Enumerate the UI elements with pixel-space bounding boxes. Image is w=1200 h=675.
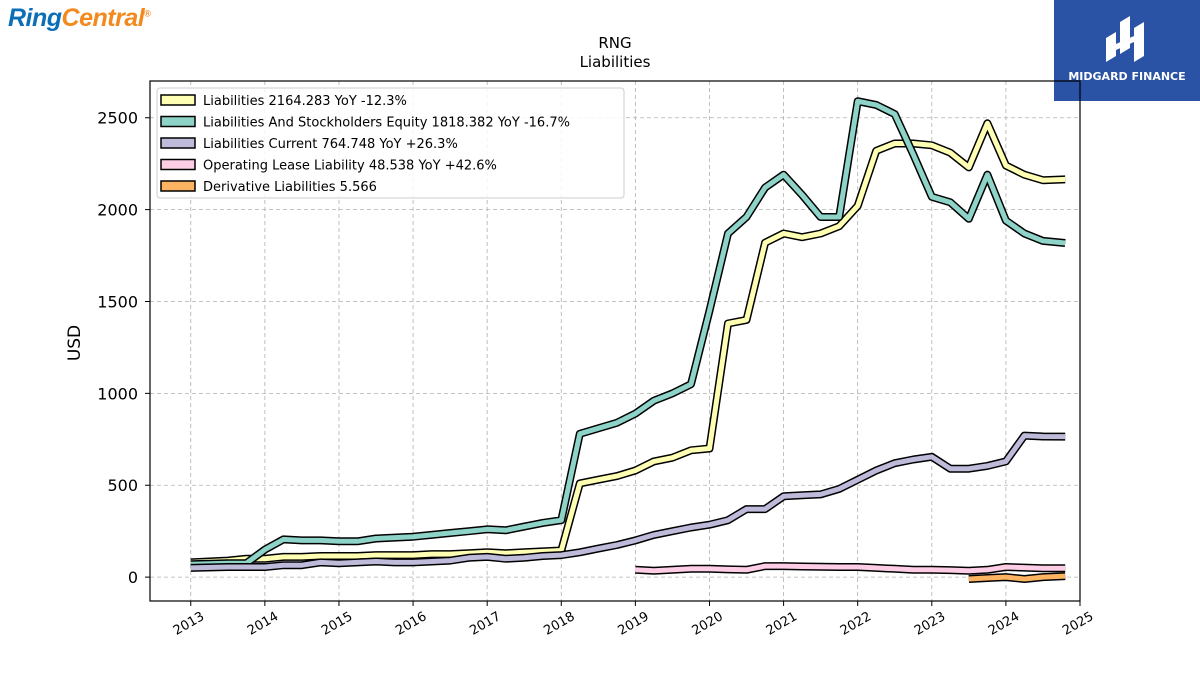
y-tick-label: 1000: [97, 384, 138, 403]
chart-subtitle: Liabilities: [580, 53, 651, 71]
series-line: [190, 98, 1066, 567]
x-tick-label: 2025: [1060, 609, 1096, 639]
x-tick-label: 2020: [690, 609, 726, 639]
y-tick-label: 2000: [97, 201, 138, 220]
x-tick-label: 2018: [541, 609, 577, 639]
series-line: [968, 573, 1066, 582]
x-tick-label: 2013: [171, 609, 207, 639]
chart-title: RNG: [598, 34, 631, 52]
x-tick-label: 2022: [838, 609, 874, 639]
midgard-m-icon: [1106, 16, 1144, 62]
legend-swatch: [160, 94, 196, 106]
legend-swatch: [160, 180, 196, 192]
legend-label: Liabilities Current 764.748 YoY +26.3%: [203, 137, 458, 152]
y-axis-label: USD: [65, 325, 85, 361]
x-tick-label: 2015: [319, 609, 355, 639]
y-tick-label: 2500: [97, 109, 138, 128]
badge-label: MIDGARD FINANCE: [1068, 70, 1186, 83]
plot-frame: [149, 80, 1081, 602]
series-line: [635, 563, 1066, 574]
brand-part-1: Ring: [8, 4, 62, 32]
x-tick-label: 2016: [393, 609, 429, 639]
registered-mark: ®: [144, 8, 151, 19]
midgard-finance-badge: MIDGARD FINANCE: [1054, 0, 1200, 101]
series-layer: [190, 97, 1066, 583]
x-tick-label: 2023: [912, 609, 948, 639]
brand-part-2: Central: [61, 4, 145, 32]
legend-swatch: [160, 158, 196, 171]
series-line: [190, 120, 1066, 565]
legend-label: Liabilities 2164.283 YoY -12.3%: [203, 94, 407, 109]
series-line: [190, 433, 1066, 571]
x-tick-label: 2014: [245, 609, 281, 639]
x-tick-label: 2019: [616, 609, 652, 639]
legend-swatch: [160, 137, 196, 149]
y-tick-label: 1500: [97, 292, 138, 311]
legend-label: Derivative Liabilities 5.566: [203, 180, 377, 195]
y-tick-label: 500: [107, 476, 138, 495]
legend-label: Operating Lease Liability 48.538 YoY +42…: [203, 159, 497, 174]
legend-label: Liabilities And Stockholders Equity 1818…: [203, 116, 570, 131]
y-tick-label: 0: [128, 568, 138, 587]
legend-swatch: [160, 115, 196, 128]
x-tick-label: 2017: [467, 609, 503, 639]
legend-box: [156, 87, 625, 199]
ringcentral-logo: RingCentral®: [8, 4, 151, 33]
x-tick-label: 2021: [764, 609, 800, 639]
legend: Liabilities 2164.283 YoY -12.3% Liabiliti…: [156, 87, 625, 199]
x-tick-label: 2024: [986, 609, 1022, 639]
